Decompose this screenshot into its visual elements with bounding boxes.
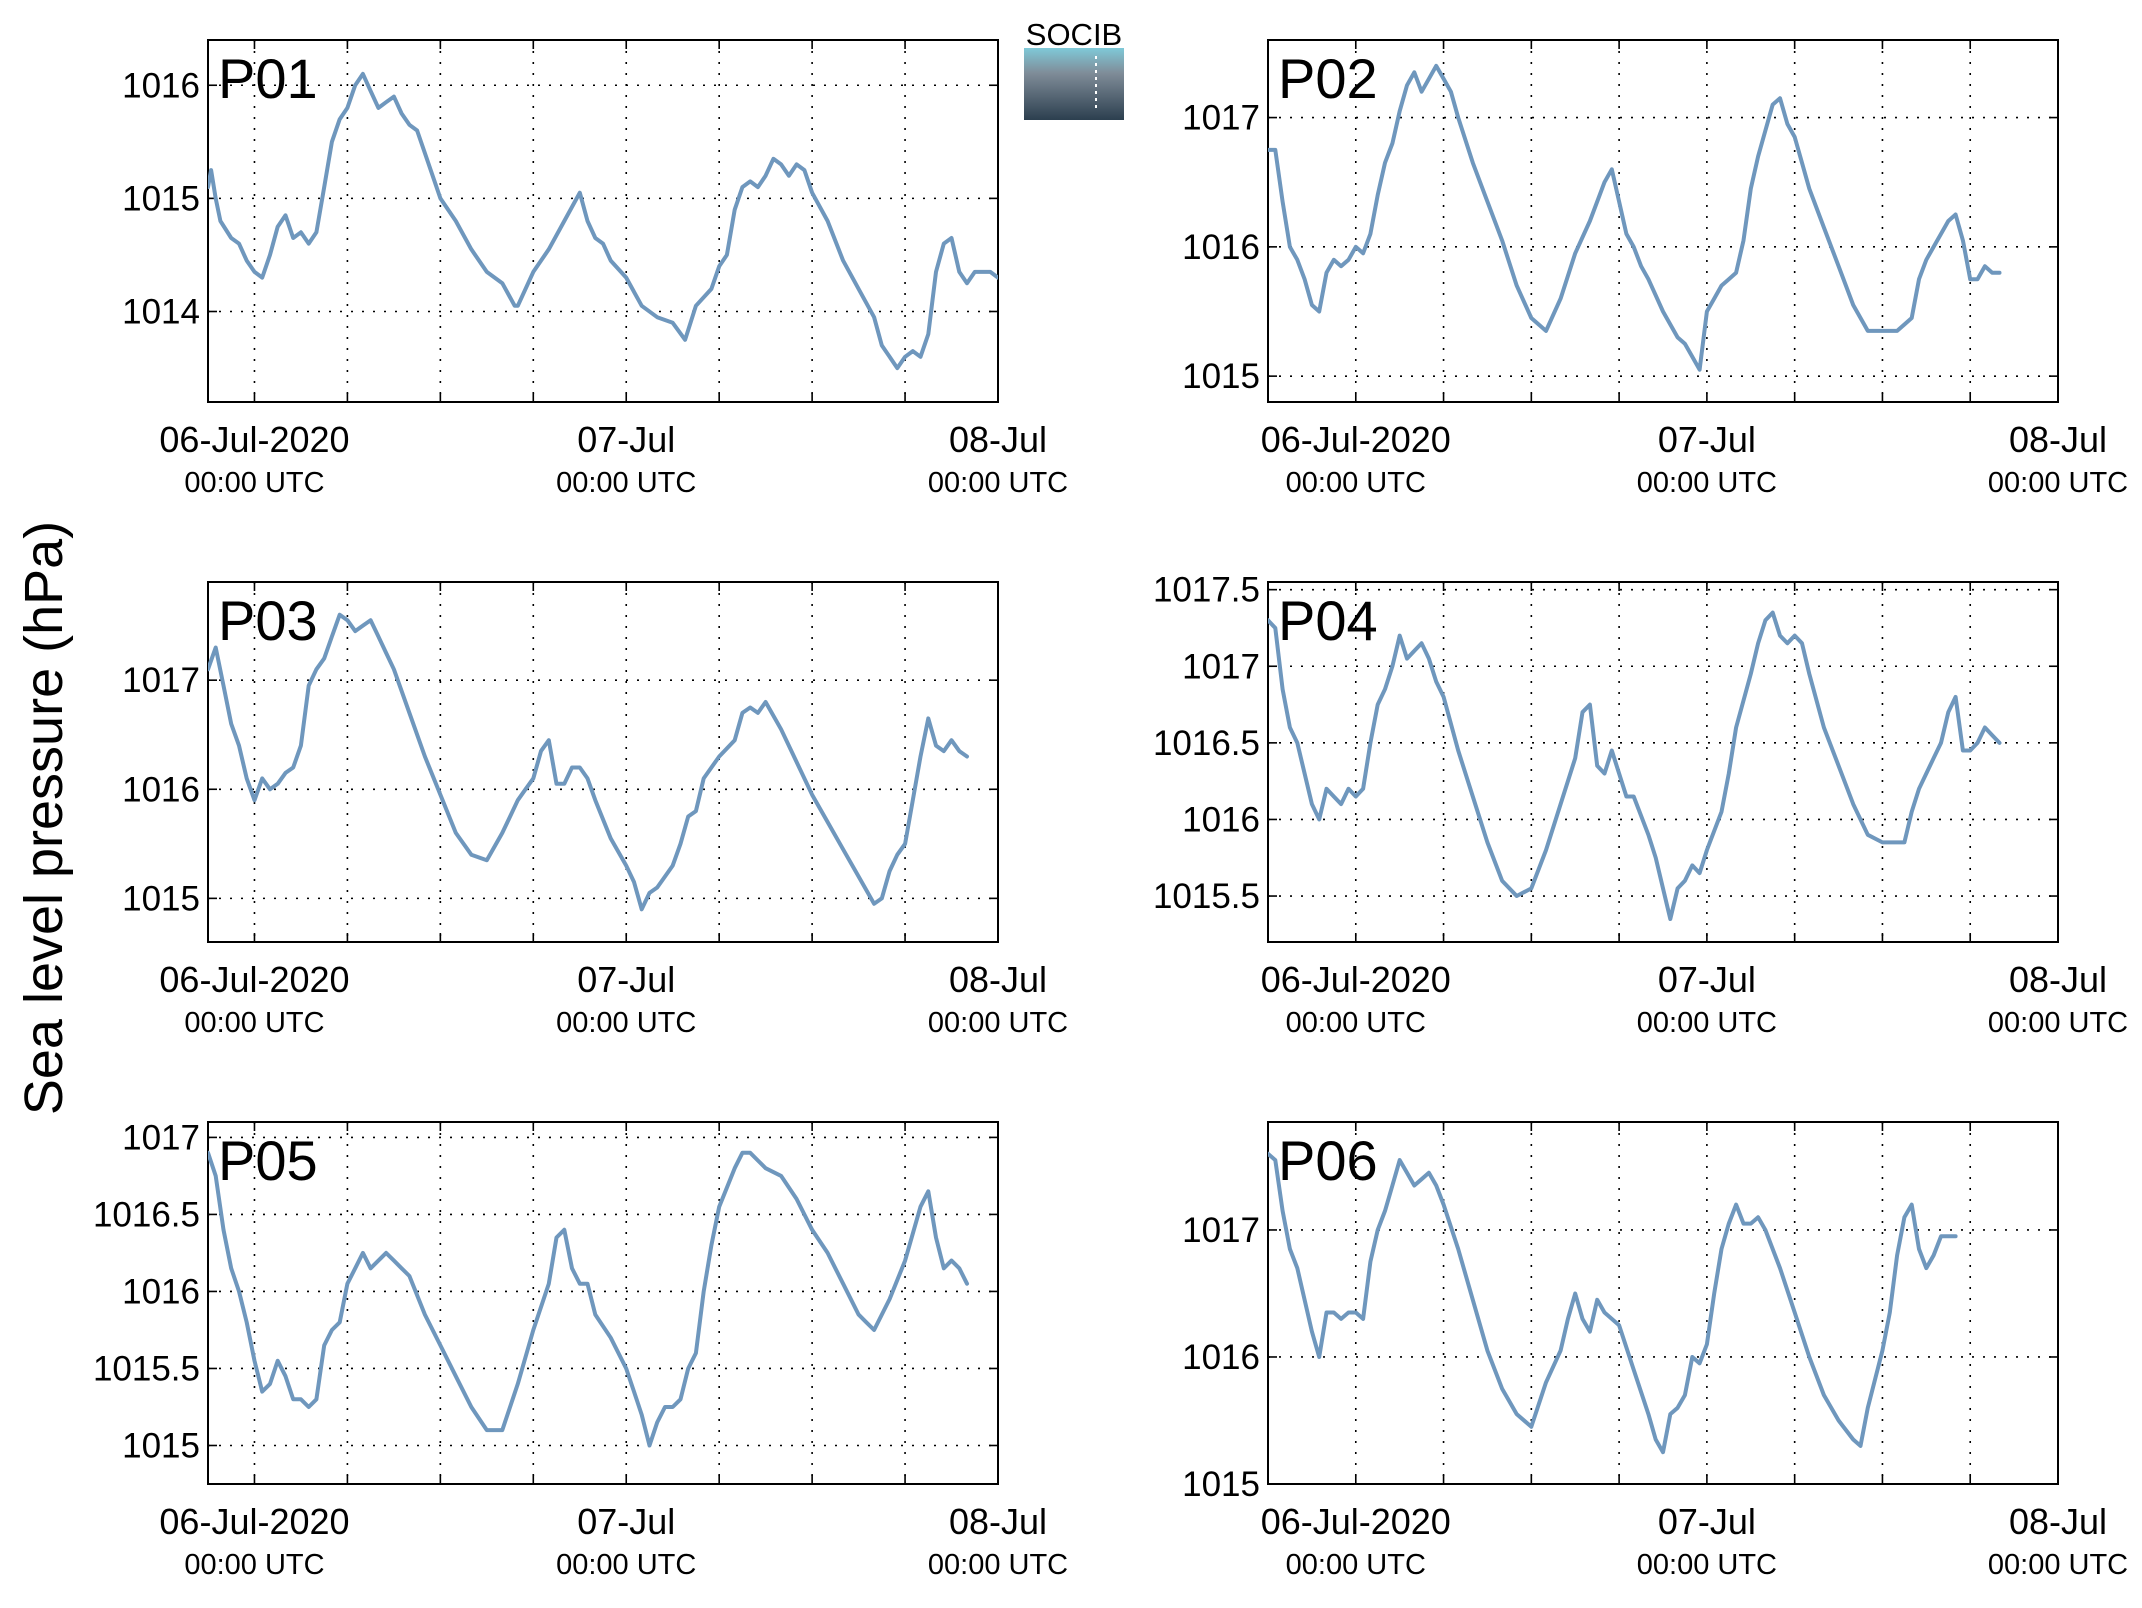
panel-label: P06: [1278, 1129, 1378, 1192]
x-tick-sublabel: 00:00 UTC: [1988, 467, 2128, 499]
axes-frame: [1267, 581, 2059, 943]
y-tick-label: 1015: [1182, 1465, 1260, 1504]
x-tick-label: 06-Jul-2020: [159, 1501, 349, 1542]
x-tick-sublabel: 00:00 UTC: [556, 1007, 696, 1039]
y-tick-label: 1017: [1182, 1211, 1260, 1250]
panel-label: P05: [218, 1129, 318, 1192]
x-tick-label: 07-Jul: [577, 1501, 675, 1542]
x-tick-sublabel: 00:00 UTC: [928, 467, 1068, 499]
y-tick-label: 1017: [1182, 647, 1260, 686]
x-tick-label: 08-Jul: [2009, 959, 2107, 1000]
x-tick-sublabel: 00:00 UTC: [184, 1549, 324, 1581]
series-line-1: [208, 1150, 969, 1448]
x-tick-label: 07-Jul: [1658, 1501, 1756, 1542]
axes-frame: [207, 39, 999, 403]
y-tick-label: 1015: [122, 879, 200, 918]
chart-panel-1: 1014 1015 1016 06-Jul-2020 00:00 UTC 07-Jul 00…: [122, 39, 1068, 499]
y-tick-label: 1016: [122, 770, 200, 809]
series-line-1: [208, 71, 998, 371]
x-tick-sublabel: 00:00 UTC: [1637, 467, 1777, 499]
x-tick-label: 07-Jul: [1658, 419, 1756, 460]
y-tick-label: 1017: [122, 1118, 200, 1157]
x-tick-label: 07-Jul: [577, 419, 675, 460]
y-tick-label: 1015.5: [93, 1349, 200, 1388]
x-tick-sublabel: 00:00 UTC: [1286, 1007, 1426, 1039]
x-tick-sublabel: 00:00 UTC: [1637, 1549, 1777, 1581]
chart-panel-5: 1015 1015.5 1016 1016.5 1017 06-Jul-2020 00:00…: [93, 1118, 1068, 1581]
y-tick-label: 1016: [1182, 800, 1260, 839]
x-tick-label: 06-Jul-2020: [159, 419, 349, 460]
series-line-1: [1268, 610, 2002, 921]
x-tick-sublabel: 00:00 UTC: [1286, 1549, 1426, 1581]
x-tick-label: 08-Jul: [949, 959, 1047, 1000]
series-line-1: [208, 612, 969, 912]
panel-label: P01: [218, 47, 318, 110]
x-tick-sublabel: 00:00 UTC: [1988, 1549, 2128, 1581]
x-tick-sublabel: 00:00 UTC: [1637, 1007, 1777, 1039]
y-tick-label: 1017: [122, 661, 200, 700]
x-tick-sublabel: 00:00 UTC: [184, 467, 324, 499]
x-tick-label: 07-Jul: [1658, 959, 1756, 1000]
x-tick-sublabel: 00:00 UTC: [928, 1549, 1068, 1581]
chart-panel-2: 1015 1016 1017 06-Jul-2020 00:00 UTC 07-Jul 00…: [1182, 39, 2128, 499]
x-tick-sublabel: 00:00 UTC: [556, 1549, 696, 1581]
panel-label: P04: [1278, 589, 1378, 652]
y-tick-label: 1015: [122, 1426, 200, 1465]
axes-frame: [207, 1121, 999, 1485]
x-tick-label: 08-Jul: [2009, 419, 2107, 460]
x-tick-label: 06-Jul-2020: [159, 959, 349, 1000]
axes-frame: [207, 581, 999, 943]
chart-panels: 1014 1015 1016 06-Jul-2020 00:00 UTC 07-Jul 00…: [93, 39, 2128, 1581]
x-tick-label: 06-Jul-2020: [1261, 959, 1451, 1000]
chart-panel-6: 1015 1016 1017 06-Jul-2020 00:00 UTC 07-Jul 00…: [1182, 1121, 2128, 1581]
y-tick-label: 1015: [122, 179, 200, 218]
x-tick-label: 06-Jul-2020: [1261, 1501, 1451, 1542]
series-line-1: [1268, 1151, 1958, 1455]
y-tick-label: 1016: [1182, 228, 1260, 267]
y-tick-label: 1016: [122, 66, 200, 105]
y-tick-label: 1015: [1182, 357, 1260, 396]
x-tick-label: 06-Jul-2020: [1261, 419, 1451, 460]
chart-panel-4: 1015.5 1016 1016.5 1017 1017.5 06-Jul-2020 00:…: [1153, 571, 2128, 1039]
y-tick-label: 1016.5: [93, 1195, 200, 1234]
x-tick-label: 08-Jul: [2009, 1501, 2107, 1542]
x-tick-label: 08-Jul: [949, 419, 1047, 460]
y-axis-label: Sea level pressure (hPa): [14, 521, 74, 1115]
y-tick-label: 1016.5: [1153, 724, 1260, 763]
y-tick-label: 1016: [122, 1272, 200, 1311]
axes-frame: [1267, 39, 2059, 403]
chart-panel-3: 1015 1016 1017 06-Jul-2020 00:00 UTC 07-Jul 00…: [122, 581, 1068, 1039]
series-line-1: [1268, 63, 2002, 372]
y-tick-label: 1016: [1182, 1338, 1260, 1377]
axes-frame: [1267, 1121, 2059, 1485]
y-tick-label: 1017.5: [1153, 571, 1260, 610]
y-tick-label: 1017: [1182, 99, 1260, 138]
x-tick-label: 07-Jul: [577, 959, 675, 1000]
x-tick-sublabel: 00:00 UTC: [556, 467, 696, 499]
y-tick-label: 1014: [122, 293, 200, 332]
socib-logo-text: SOCIB: [1026, 17, 1122, 52]
x-tick-sublabel: 00:00 UTC: [928, 1007, 1068, 1039]
x-tick-label: 08-Jul: [949, 1501, 1047, 1542]
y-tick-label: 1015.5: [1153, 877, 1260, 916]
x-tick-sublabel: 00:00 UTC: [1988, 1007, 2128, 1039]
socib-logo: SOCIB: [1024, 17, 1124, 120]
panel-label: P03: [218, 589, 318, 652]
panel-label: P02: [1278, 47, 1378, 110]
x-tick-sublabel: 00:00 UTC: [184, 1007, 324, 1039]
x-tick-sublabel: 00:00 UTC: [1286, 467, 1426, 499]
